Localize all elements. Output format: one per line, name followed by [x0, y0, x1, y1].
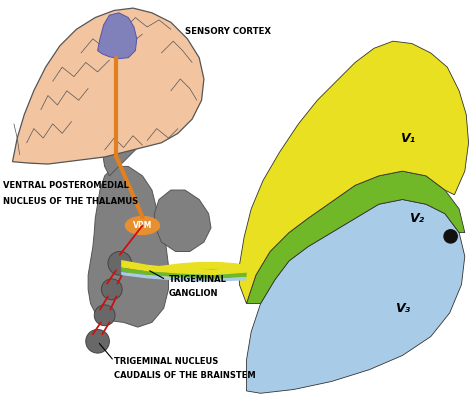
Polygon shape	[239, 41, 469, 304]
Polygon shape	[246, 171, 465, 304]
Text: SENSORY CORTEX: SENSORY CORTEX	[185, 27, 271, 36]
Polygon shape	[100, 95, 152, 176]
Polygon shape	[98, 13, 137, 59]
Polygon shape	[246, 200, 465, 393]
Text: GANGLION: GANGLION	[168, 288, 218, 298]
Circle shape	[94, 305, 115, 326]
Circle shape	[86, 330, 109, 353]
Text: TRIGEMINAL: TRIGEMINAL	[168, 275, 227, 284]
Polygon shape	[147, 272, 246, 277]
Text: V₃: V₃	[395, 302, 410, 315]
Ellipse shape	[126, 217, 159, 235]
Circle shape	[444, 230, 457, 243]
Circle shape	[108, 251, 132, 275]
Text: TRIGEMINAL NUCLEUS: TRIGEMINAL NUCLEUS	[114, 357, 219, 365]
Polygon shape	[147, 262, 246, 280]
Polygon shape	[12, 8, 204, 164]
Polygon shape	[155, 190, 211, 251]
Polygon shape	[121, 268, 246, 279]
Polygon shape	[88, 166, 168, 327]
Text: V₁: V₁	[400, 132, 415, 144]
Polygon shape	[121, 272, 246, 282]
Text: VPM: VPM	[133, 221, 152, 230]
Text: VENTRAL POSTEROMEDIAL: VENTRAL POSTEROMEDIAL	[3, 181, 129, 190]
Text: CAUDALIS OF THE BRAINSTEM: CAUDALIS OF THE BRAINSTEM	[114, 371, 256, 380]
Circle shape	[101, 279, 122, 300]
Text: NUCLEUS OF THE THALAMUS: NUCLEUS OF THE THALAMUS	[3, 198, 138, 206]
Polygon shape	[121, 260, 246, 275]
Polygon shape	[147, 269, 246, 277]
Text: V₂: V₂	[409, 212, 424, 225]
